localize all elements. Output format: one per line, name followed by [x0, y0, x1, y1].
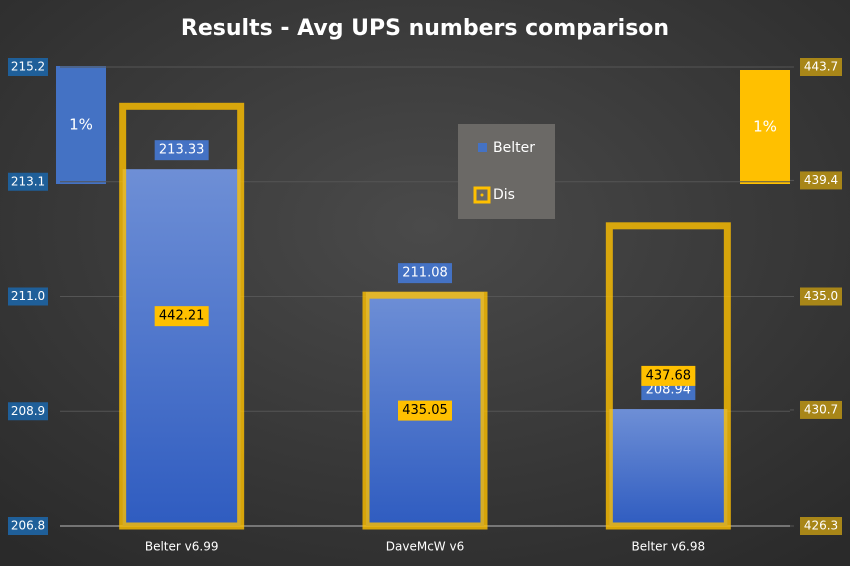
- y2-tick-label: 435.0: [804, 289, 838, 303]
- x-tick-label: Belter v6.99: [145, 540, 219, 554]
- x-tick-label: DaveMcW v6: [386, 540, 464, 554]
- annotation: 1%: [69, 116, 93, 134]
- annotation: 1%: [753, 118, 777, 136]
- data-label-bg: [398, 263, 452, 284]
- annotation-box: [56, 66, 106, 184]
- annotation-box: [740, 70, 790, 184]
- y2-tick-label: 430.7: [804, 402, 838, 416]
- y-tick-bg: [8, 287, 48, 306]
- legend-marker: [473, 186, 491, 204]
- legend-label: Belter: [493, 140, 535, 156]
- x-tick-label: Belter v6.98: [632, 540, 706, 554]
- y-tick-label: 208.9: [11, 404, 45, 418]
- y2-tick-label: 443.7: [804, 60, 838, 74]
- legend-marker: [478, 143, 487, 152]
- bar: [122, 169, 241, 527]
- y2-tick-bg: [800, 58, 842, 76]
- data-label: 435.05: [402, 403, 448, 418]
- data-label-bg: [154, 140, 209, 161]
- data-label-bg: [154, 306, 209, 327]
- data-label: 442.21: [159, 309, 205, 324]
- y-tick-label: 215.2: [11, 60, 45, 74]
- y-tick-label: 206.8: [11, 519, 45, 533]
- legend-marker: [480, 193, 484, 197]
- y2-tick-bg: [800, 517, 842, 535]
- data-label: 211.08: [402, 266, 448, 281]
- y-tick-label: 213.1: [11, 174, 45, 188]
- y-tick-bg: [8, 402, 48, 421]
- y-tick-bg: [8, 58, 48, 76]
- data-label-bg: [398, 400, 452, 421]
- y2-tick-label: 439.4: [804, 173, 838, 187]
- y-tick-bg: [8, 172, 48, 191]
- chart-title: Results - Avg UPS numbers comparison: [181, 16, 669, 41]
- y2-tick-bg: [800, 171, 842, 190]
- bar: [609, 409, 728, 526]
- y-tick-label: 211.0: [11, 289, 45, 303]
- y2-tick-bg: [800, 287, 842, 306]
- bar-outline: [605, 222, 731, 530]
- bar-outline: [362, 291, 488, 530]
- data-label: 213.33: [159, 143, 205, 158]
- legend: Belter Dis: [458, 124, 555, 219]
- bar-outline: [119, 102, 245, 530]
- y2-tick-bg: [800, 400, 842, 419]
- y-tick-bg: [8, 517, 48, 535]
- legend-box: [458, 124, 555, 219]
- data-label: 208.94: [646, 383, 692, 398]
- data-label-bg: [641, 365, 696, 386]
- y2-tick-label: 426.3: [804, 519, 838, 533]
- data-label: 437.68: [646, 368, 692, 383]
- legend-label: Dis: [493, 187, 515, 203]
